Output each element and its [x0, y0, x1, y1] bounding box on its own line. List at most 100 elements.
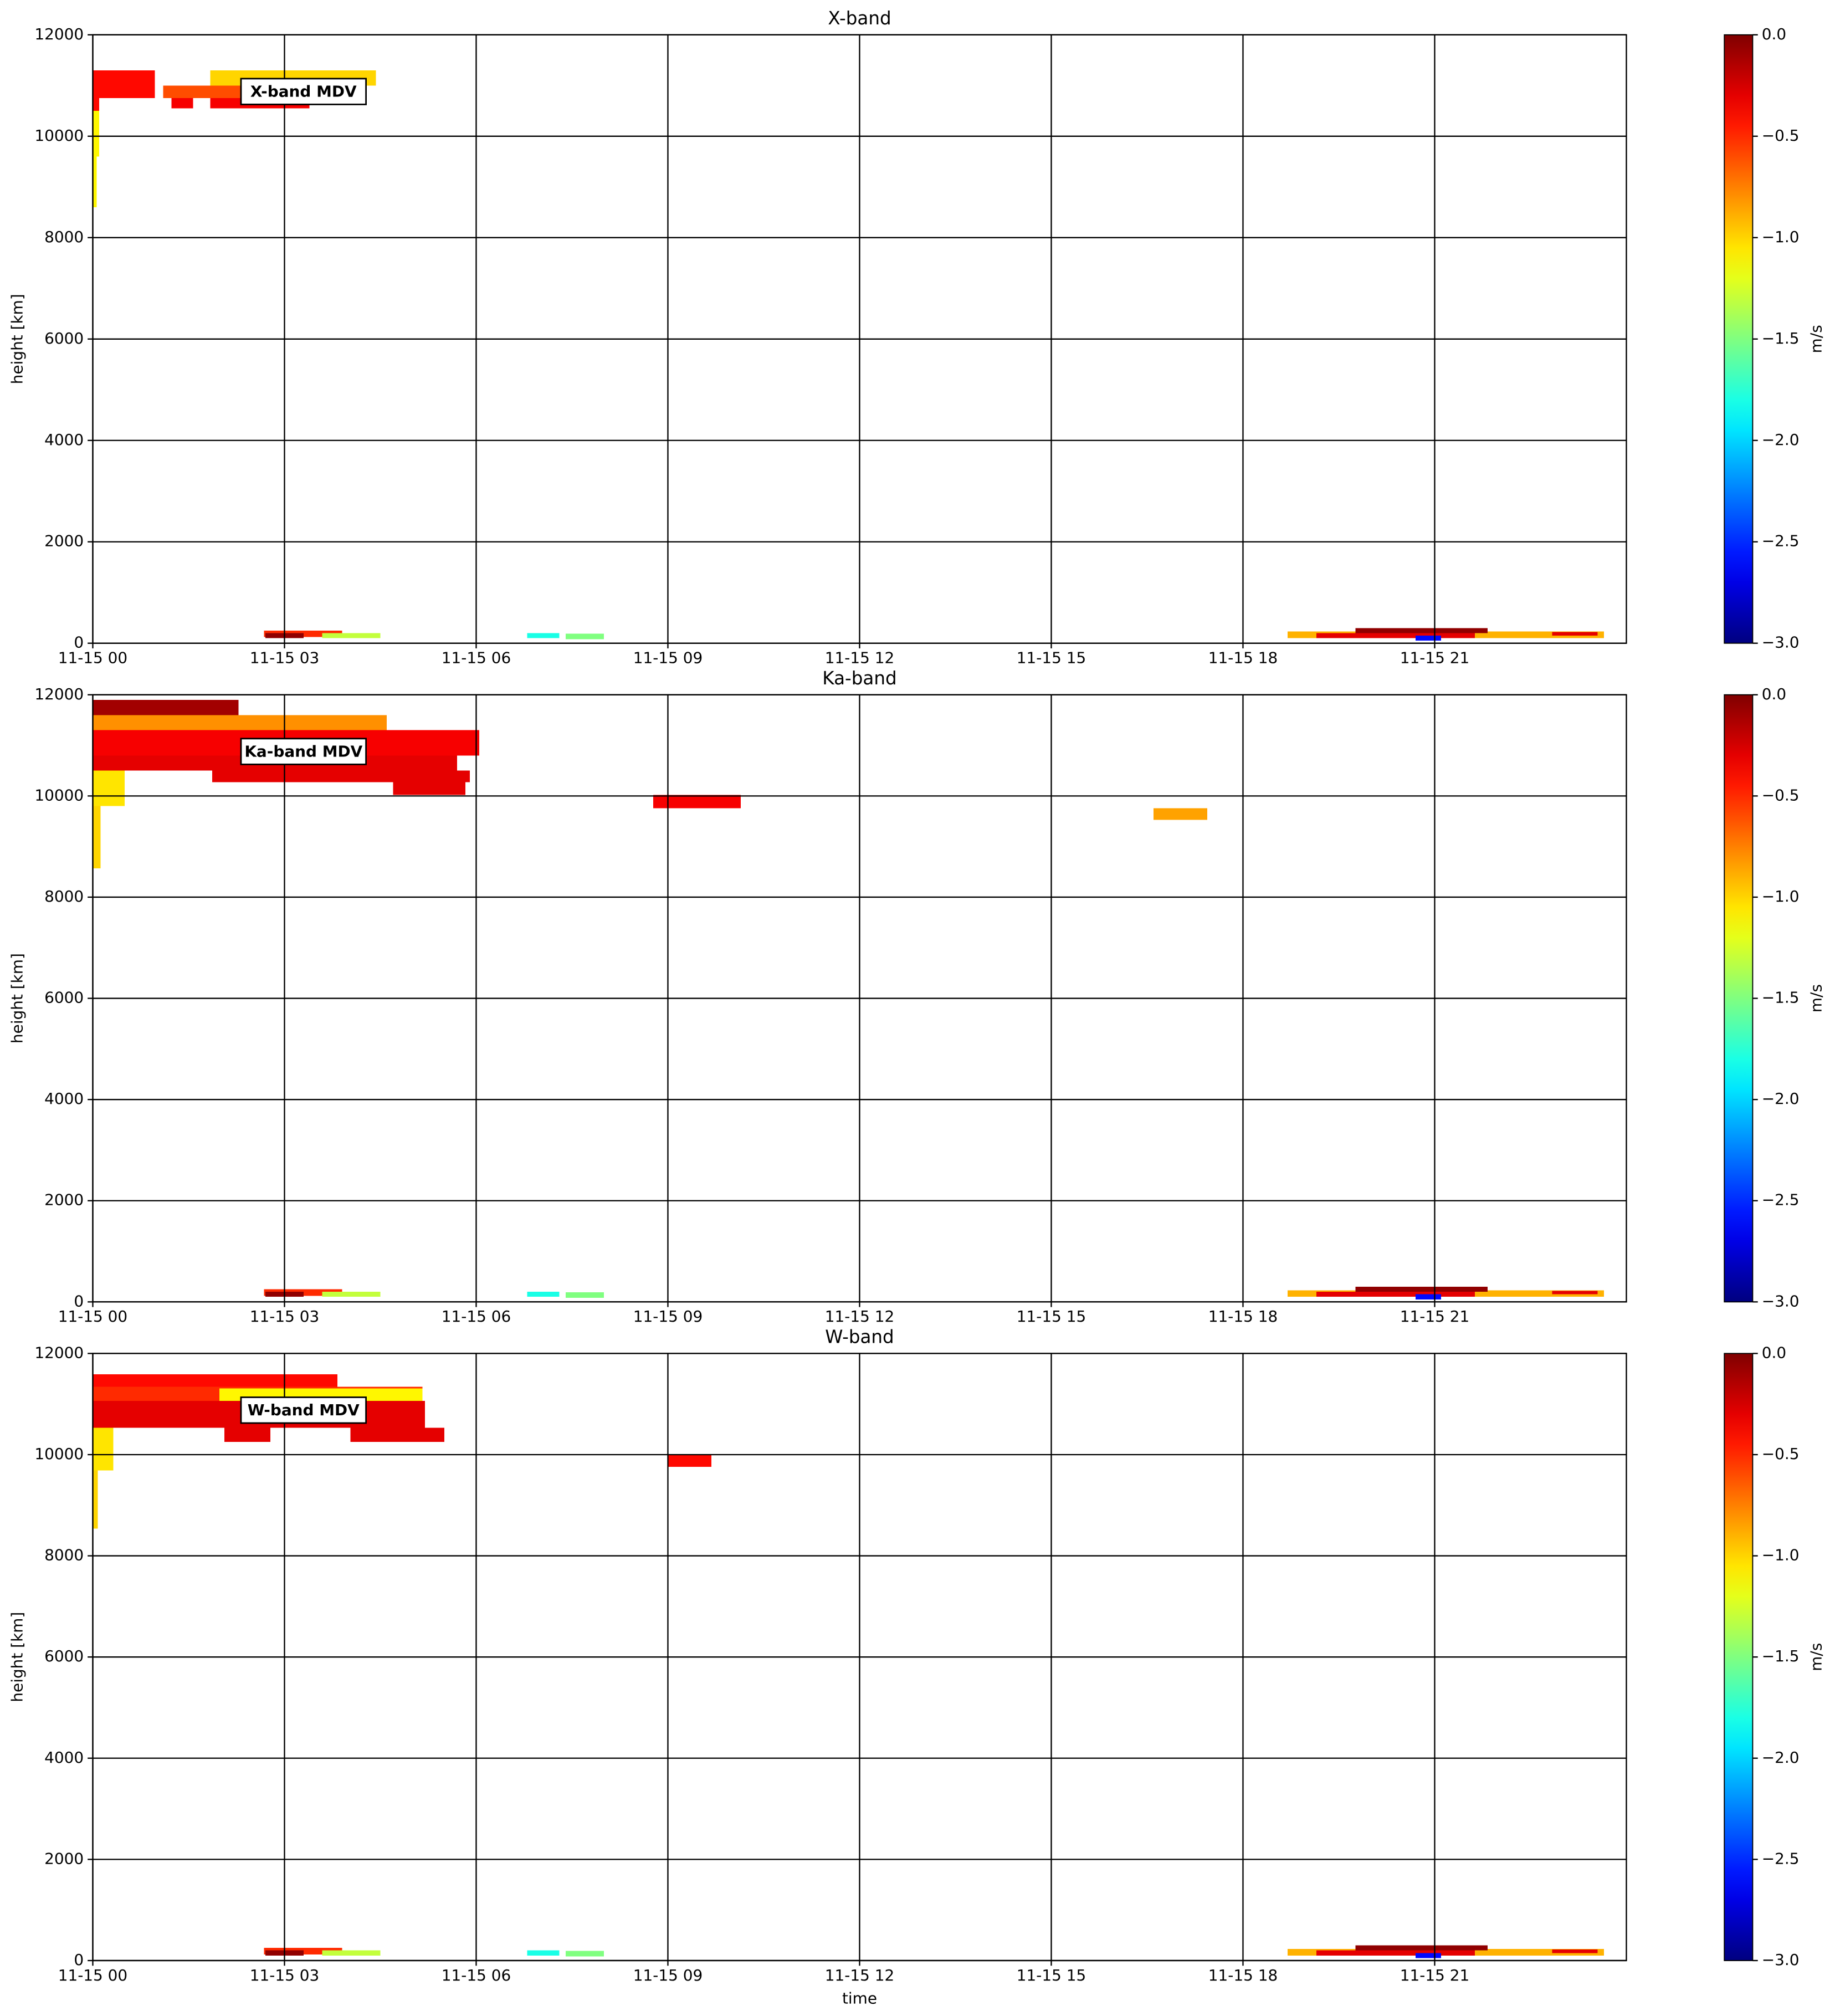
colorbar-tick-label: −3.0 [1762, 633, 1800, 652]
y-tick-label: 8000 [44, 887, 84, 905]
data-cell [212, 770, 470, 782]
colorbar-label: m/s [1807, 1643, 1826, 1671]
data-cell [93, 70, 155, 99]
data-cell [1552, 1291, 1598, 1294]
data-cell [565, 633, 604, 639]
x-tick-label: 11-15 03 [250, 1307, 319, 1326]
y-tick-label: 2000 [44, 1191, 84, 1209]
data-cell [1355, 628, 1488, 633]
data-cell [565, 1951, 604, 1957]
data-cell [1552, 632, 1598, 636]
data-cell [93, 111, 100, 157]
data-cell [527, 633, 560, 638]
y-tick-label: 6000 [44, 989, 84, 1007]
colorbar-tick-label: −0.5 [1762, 1445, 1800, 1463]
data-cell [668, 1455, 711, 1467]
y-axis-label: height [km] [8, 953, 27, 1043]
y-tick-label: 2000 [44, 1849, 84, 1867]
data-cell [93, 806, 101, 868]
data-cell [171, 98, 193, 109]
y-tick-label: 8000 [44, 228, 84, 246]
colorbar-tick-label: −2.5 [1762, 532, 1800, 550]
annotation-box [240, 1396, 367, 1424]
y-tick-label: 4000 [44, 1089, 84, 1108]
y-tick-label: 0 [74, 1292, 84, 1310]
axes-frame [92, 694, 1627, 1303]
colorbar-tick-label: −2.5 [1762, 1191, 1800, 1209]
y-tick-label: 12000 [34, 25, 84, 43]
annotation-box [240, 78, 367, 105]
x-tick-label: 11-15 15 [1017, 649, 1086, 667]
x-tick-label: 11-15 09 [633, 649, 703, 667]
x-tick-label: 11-15 06 [442, 649, 511, 667]
x-tick-label: 11-15 18 [1208, 1966, 1278, 1984]
colorbar-tick-label: −2.5 [1762, 1849, 1800, 1867]
colorbar-tick-label: −1.0 [1762, 887, 1800, 905]
x-tick-label: 11-15 15 [1017, 1307, 1086, 1326]
colorbar-label: m/s [1807, 984, 1826, 1012]
y-tick-label: 6000 [44, 329, 84, 347]
y-tick-label: 12000 [34, 1343, 84, 1362]
colorbar-tick-label: 0.0 [1762, 685, 1786, 703]
data-cell [1355, 1945, 1488, 1951]
y-tick-label: 4000 [44, 1748, 84, 1767]
colorbar-label: m/s [1807, 325, 1826, 353]
data-cell [322, 1292, 381, 1297]
x-tick-label: 11-15 09 [633, 1307, 703, 1326]
x-tick-label: 11-15 09 [633, 1966, 703, 1984]
data-cell [1154, 808, 1207, 820]
chart-title: Ka-band [822, 668, 896, 689]
data-cell [350, 1427, 444, 1442]
colorbar-tick-label: −2.0 [1762, 1748, 1800, 1767]
data-cell [93, 770, 125, 806]
colorbar-tick-label: −1.5 [1762, 1647, 1800, 1665]
data-cell [93, 98, 100, 111]
colorbar-tick-label: −0.5 [1762, 126, 1800, 145]
x-tick-label: 11-15 21 [1400, 1966, 1469, 1984]
colorbar-tick-label: −1.5 [1762, 329, 1800, 347]
x-tick-label: 11-15 12 [825, 1307, 894, 1326]
colorbar [1724, 34, 1754, 644]
x-tick-label: 11-15 03 [250, 649, 319, 667]
x-tick-label: 11-15 06 [442, 1966, 511, 1984]
y-tick-label: 10000 [34, 1445, 84, 1463]
y-axis-label: height [km] [8, 294, 27, 384]
colorbar-tick-label: 0.0 [1762, 1343, 1786, 1362]
x-tick-label: 11-15 00 [58, 1307, 127, 1326]
y-tick-label: 6000 [44, 1647, 84, 1665]
x-tick-label: 11-15 12 [825, 1966, 894, 1984]
axes-frame [92, 34, 1627, 644]
annotation-box [240, 738, 367, 765]
data-cell [653, 795, 741, 809]
data-cell [1415, 1953, 1442, 1958]
data-cell [1552, 1949, 1598, 1953]
x-axis-label: time [842, 1989, 877, 2008]
data-cell [224, 1427, 271, 1442]
data-cell [1355, 1286, 1488, 1292]
data-cell [1316, 1292, 1475, 1297]
x-tick-label: 11-15 15 [1017, 1966, 1086, 1984]
y-tick-label: 10000 [34, 126, 84, 145]
data-cell [93, 715, 387, 730]
x-tick-label: 11-15 03 [250, 1966, 319, 1984]
data-cell [322, 1950, 381, 1956]
axes-frame [92, 1353, 1627, 1962]
x-tick-label: 11-15 12 [825, 649, 894, 667]
colorbar-tick-label: −1.0 [1762, 1546, 1800, 1564]
x-tick-label: 11-15 00 [58, 649, 127, 667]
x-tick-label: 11-15 00 [58, 1966, 127, 1984]
colorbar-tick-label: −2.0 [1762, 1089, 1800, 1108]
data-cell [1316, 633, 1475, 638]
y-tick-label: 0 [74, 633, 84, 652]
colorbar-tick-label: −3.0 [1762, 1292, 1800, 1310]
colorbar-tick-label: −1.0 [1762, 228, 1800, 246]
data-cell [527, 1950, 560, 1956]
y-axis-label: height [km] [8, 1612, 27, 1702]
y-tick-label: 8000 [44, 1546, 84, 1564]
chart-title: X-band [828, 8, 891, 29]
data-cell [322, 633, 381, 638]
x-tick-label: 11-15 18 [1208, 1307, 1278, 1326]
y-tick-label: 2000 [44, 532, 84, 550]
